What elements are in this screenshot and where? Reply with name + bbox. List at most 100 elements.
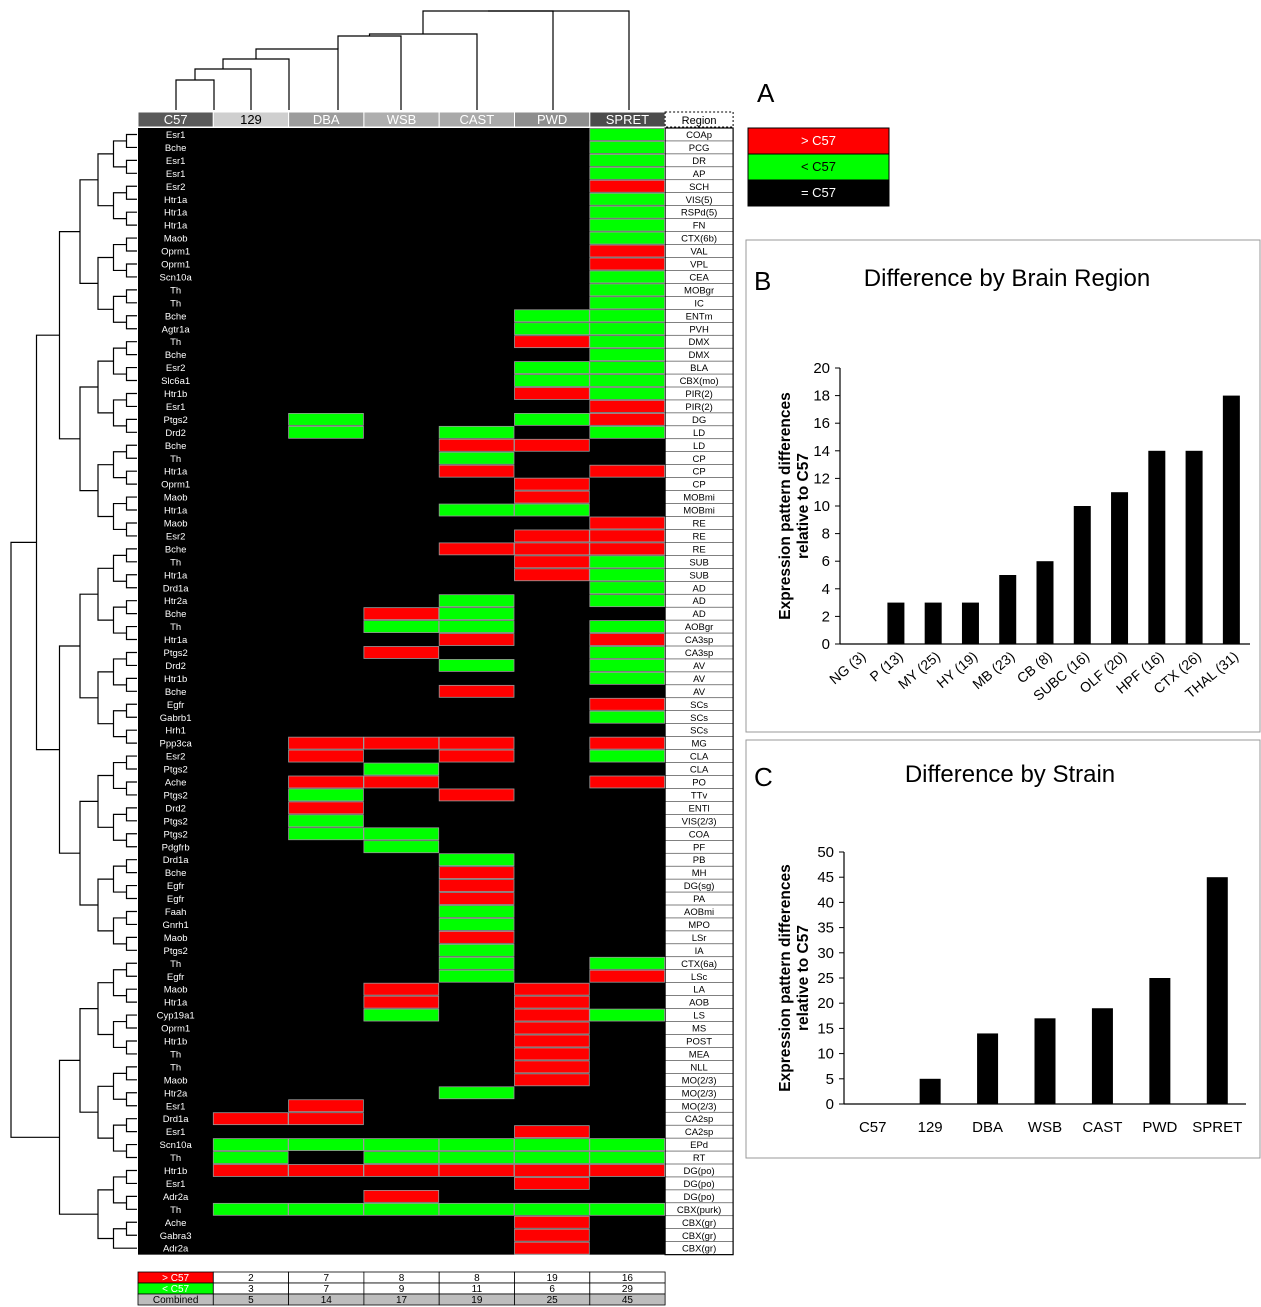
- summary-value: 8: [474, 1273, 480, 1284]
- region-label: CA3sp: [685, 648, 714, 659]
- gene-label: Maob: [164, 985, 188, 996]
- region-label: TTv: [691, 790, 708, 801]
- heatmap-cell: [589, 749, 665, 763]
- heatmap-cell: [288, 788, 364, 802]
- heatmap-cell: [514, 438, 590, 452]
- bar: [924, 602, 942, 644]
- gene-label: Ppp3ca: [160, 739, 193, 750]
- summary-value: 6: [549, 1284, 555, 1295]
- heatmap-cell: [288, 1112, 364, 1126]
- heatmap-cell: [288, 749, 364, 763]
- bar: [1222, 395, 1240, 644]
- gene-label: Adr2a: [163, 1244, 189, 1255]
- heatmap-cell: [589, 555, 665, 569]
- heatmap-cell: [514, 995, 590, 1009]
- heatmap-cell: [438, 633, 515, 646]
- gene-label: Scn10a: [160, 1140, 193, 1151]
- region-label: AD: [692, 583, 705, 594]
- bar: [1149, 978, 1171, 1104]
- summary-table: > C57 2 7 8 8 19 16 < C57 3 7 9 11 6 29 Combined 5 14 17 1…: [137, 1271, 666, 1306]
- heatmap-cell: [589, 633, 665, 646]
- heatmap-cell: [438, 1086, 515, 1100]
- heatmap-cell: [363, 1164, 440, 1177]
- region-label: LSr: [692, 933, 707, 944]
- region-label: MO(2/3): [682, 1101, 717, 1112]
- heatmap-cell: [514, 542, 590, 556]
- region-label: DMX: [689, 337, 711, 348]
- heatmap-cell: [212, 1164, 289, 1177]
- region-label: DG(po): [684, 1179, 715, 1190]
- gene-label: Gabrb1: [160, 713, 192, 724]
- panel-b-frame: [745, 239, 1261, 733]
- heatmap-cell: [514, 322, 590, 336]
- gene-label: Slc6a1: [161, 376, 190, 387]
- heatmap-cell: [514, 374, 590, 387]
- heatmap-cell: [589, 529, 665, 543]
- heatmap-cell: [438, 866, 515, 880]
- strain-header: PWD: [537, 112, 567, 127]
- heatmap-cell: [589, 1202, 665, 1216]
- region-label: ENTl: [689, 803, 710, 814]
- heatmap-cell: [589, 620, 665, 633]
- region-label: SCH: [689, 182, 709, 193]
- heatmap-cell: [514, 1215, 590, 1229]
- region-header-bg: [664, 111, 734, 128]
- heatmap-cell: [363, 620, 440, 633]
- heatmap-cell: [514, 361, 590, 374]
- heatmap-cell: [438, 503, 515, 517]
- gene-label: Th: [170, 959, 181, 970]
- region-label: SCs: [690, 700, 708, 711]
- gene-label: Htr1a: [164, 635, 188, 646]
- region-label: CBX(gr): [682, 1244, 716, 1255]
- heatmap-cell: [514, 1073, 590, 1087]
- y-tick-label: 15: [817, 1020, 834, 1037]
- heatmap-cell: [589, 1008, 665, 1022]
- heatmap-cell: [288, 775, 364, 789]
- heatmap-cell: [514, 335, 590, 349]
- summary-label: < C57: [162, 1284, 189, 1295]
- heatmap-cell: [514, 387, 590, 400]
- heatmap-cell: [589, 659, 665, 672]
- region-label: COA: [689, 829, 710, 840]
- heatmap-cell: [438, 892, 515, 905]
- heatmap-cell: [589, 1151, 665, 1164]
- gene-label: Pdgfrb: [162, 842, 190, 853]
- gene-label: Bche: [165, 350, 187, 361]
- heatmap-cell: [589, 257, 665, 271]
- heatmap-cell: [212, 1112, 289, 1126]
- heatmap-cell: [363, 827, 440, 841]
- summary-value: 14: [321, 1295, 333, 1306]
- heatmap-cell: [288, 1202, 364, 1216]
- heatmap-cell: [514, 1241, 590, 1255]
- heatmap-cell: [589, 646, 665, 659]
- heatmap-cell: [589, 387, 665, 400]
- gene-label: Cyp19a1: [157, 1011, 195, 1022]
- chart-title: Difference by Strain: [905, 761, 1115, 788]
- panel-c-frame: [745, 739, 1261, 1159]
- summary-value: 25: [547, 1295, 559, 1306]
- summary-value: 11: [472, 1284, 483, 1295]
- heatmap-cell: [212, 1151, 289, 1164]
- gene-label: Egfr: [167, 700, 184, 711]
- summary-value: 19: [471, 1295, 483, 1306]
- region-label: CTX(6b): [681, 234, 717, 245]
- summary-cell-bg: [589, 1293, 666, 1306]
- y-tick-label: 35: [817, 920, 834, 937]
- y-axis-label: Expression pattern differencesrelative t…: [777, 392, 812, 619]
- y-tick-label: 20: [813, 360, 830, 377]
- panel-label-c: C: [754, 762, 773, 792]
- region-label: MS: [692, 1024, 706, 1035]
- gene-label: Th: [170, 1062, 181, 1073]
- region-label: MPO: [688, 920, 710, 931]
- summary-value: 19: [547, 1273, 559, 1284]
- heatmap-cell: [589, 322, 665, 336]
- region-label: CA2sp: [685, 1127, 714, 1138]
- heatmap-cell: [363, 1202, 440, 1216]
- bar: [977, 1033, 999, 1104]
- heatmap-cell: [288, 801, 364, 815]
- gene-label: Bche: [165, 441, 187, 452]
- heatmap-cell: [363, 736, 440, 750]
- gene-label: Drd1a: [163, 583, 190, 594]
- heatmap-cell: [438, 788, 515, 802]
- region-label: AV: [693, 674, 706, 685]
